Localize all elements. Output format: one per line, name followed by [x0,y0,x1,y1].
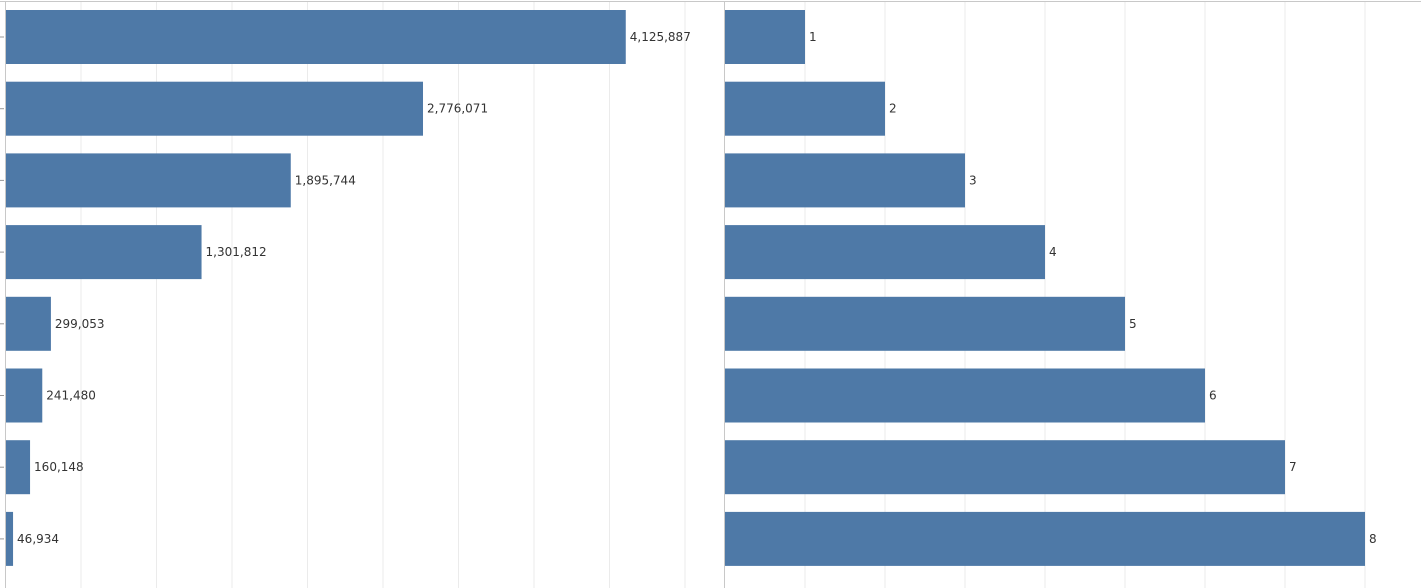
bar [725,81,885,136]
bar-value-label: 46,934 [17,532,59,546]
bar-value-label: 241,480 [46,389,96,403]
bar [6,511,14,566]
left-panel: 4,125,887 2,776,071 1,895,744 1,301,812 299,… [0,2,691,588]
bar [725,10,805,64]
bar-value-label: 1,301,812 [206,245,267,259]
bar [6,225,202,280]
bar [725,511,1365,566]
bar-value-label: 5 [1129,317,1137,331]
bar [725,153,965,208]
bar-value-label: 160,148 [34,460,84,474]
bar [725,440,1285,495]
bar [725,296,1125,351]
bar-value-label: 2 [889,102,897,116]
bar-value-label: 4 [1049,245,1057,259]
bar-value-label: 299,053 [55,317,105,331]
bar [6,81,424,136]
bar-value-label: 2,776,071 [427,102,488,116]
bar-value-label: 3 [969,173,977,187]
bar [6,296,51,351]
bar [6,10,626,64]
bar-value-label: 1,895,744 [295,173,356,187]
bar [6,153,291,208]
bar [725,368,1205,423]
bar-value-label: 7 [1289,460,1297,474]
bar [6,368,43,423]
bar-value-label: 1 [809,30,817,44]
bar-value-label: 6 [1209,389,1217,403]
bar-value-label: 4,125,887 [630,30,691,44]
right-panel: 1 2 3 4 5 6 7 8 [724,2,1377,588]
bar [725,225,1045,280]
bar [6,440,31,495]
bar-value-label: 8 [1369,532,1377,546]
